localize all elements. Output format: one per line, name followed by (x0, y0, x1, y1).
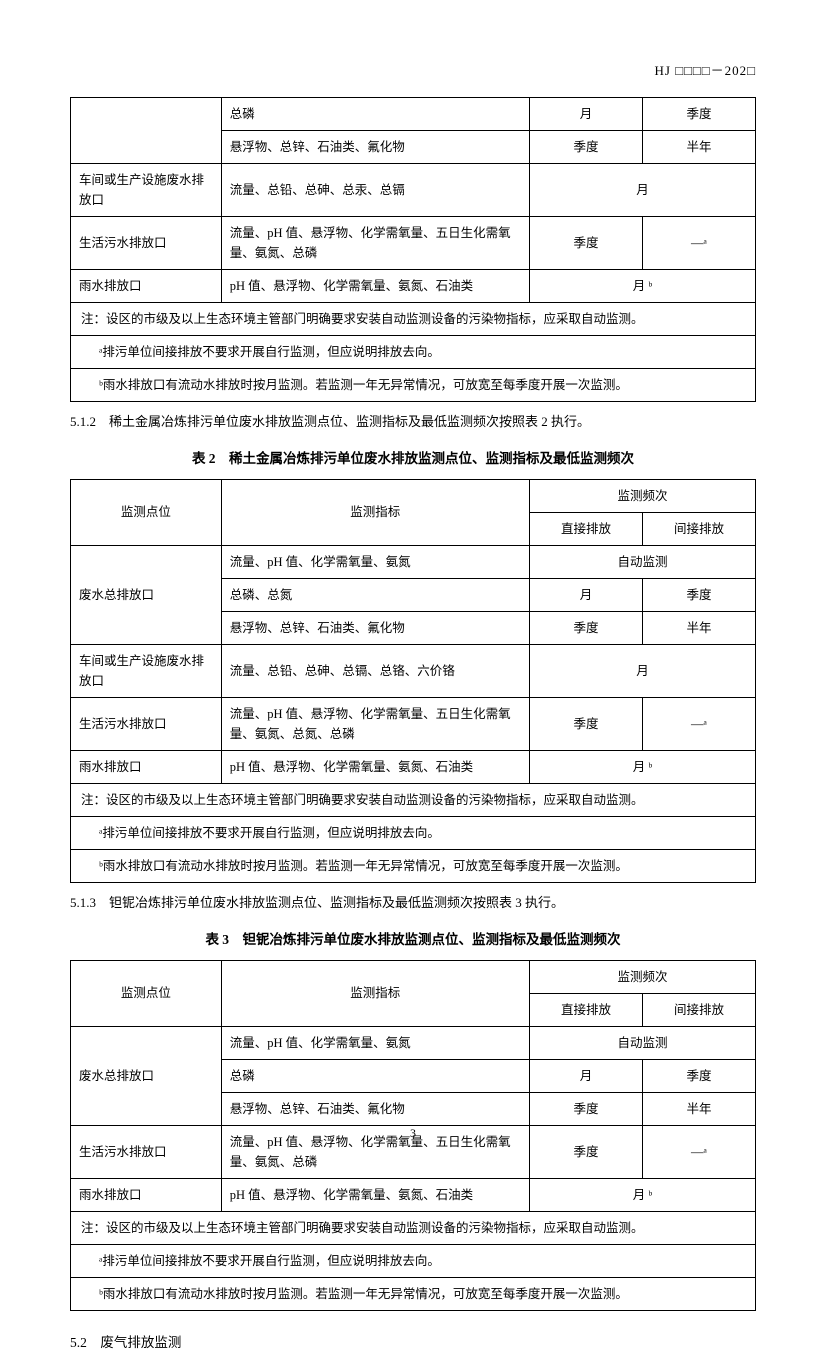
t2-workshop-freq: 月 (529, 644, 755, 697)
t2-h-indirect: 间接排放 (642, 512, 755, 545)
t2-main-r3-ind: 悬浮物、总锌、石油类、氟化物 (221, 611, 529, 644)
t1-note0: 注：设区的市级及以上生态环境主管部门明确要求安装自动监测设备的污染物指标，应采取… (71, 303, 756, 336)
t1-workshop-label: 车间或生产设施废水排放口 (71, 164, 222, 217)
table-2: 监测点位 监测指标 监测频次 直接排放 间接排放 废水总排放口 流量、pH 值、… (70, 479, 756, 883)
t3-rain-ind: pH 值、悬浮物、化学需氧量、氨氮、石油类 (221, 1178, 529, 1211)
t1-r1-i: 季度 (642, 98, 755, 131)
para-513: 5.1.3 钽铌冶炼排污单位废水排放监测点位、监测指标及最低监测频次按照表 3 … (70, 893, 756, 914)
t3-main-r2-ind: 总磷 (221, 1059, 529, 1092)
t1-r2-ind: 悬浮物、总锌、石油类、氟化物 (221, 131, 529, 164)
t2-domestic-i: —ᵃ (642, 697, 755, 750)
t3-main-r3-i: 半年 (642, 1092, 755, 1125)
t3-main-r1-ind: 流量、pH 值、化学需氧量、氨氮 (221, 1026, 529, 1059)
t3-note2: ᵇ雨水排放口有流动水排放时按月监测。若监测一年无异常情况，可放宽至每季度开展一次… (71, 1277, 756, 1310)
t2-h-direct: 直接排放 (529, 512, 642, 545)
t2-domestic-ind: 流量、pH 值、悬浮物、化学需氧量、五日生化需氧量、氨氮、总氮、总磷 (221, 697, 529, 750)
t2-h-point: 监测点位 (71, 479, 222, 545)
t1-domestic-ind: 流量、pH 值、悬浮物、化学需氧量、五日生化需氧量、氨氮、总磷 (221, 217, 529, 270)
t1-note1: ᵃ排污单位间接排放不要求开展自行监测，但应说明排放去向。 (71, 336, 756, 369)
t2-main-label: 废水总排放口 (71, 545, 222, 644)
t2-rain-ind: pH 值、悬浮物、化学需氧量、氨氮、石油类 (221, 750, 529, 783)
t2-main-r2-i: 季度 (642, 578, 755, 611)
t3-main-r1-freq: 自动监测 (529, 1026, 755, 1059)
t3-main-r2-i: 季度 (642, 1059, 755, 1092)
t2-main-r3-d: 季度 (529, 611, 642, 644)
header-code: HJ □□□□－202□ (70, 60, 756, 79)
table-3-title: 表 3 钽铌冶炼排污单位废水排放监测点位、监测指标及最低监测频次 (70, 928, 756, 948)
t2-workshop-label: 车间或生产设施废水排放口 (71, 644, 222, 697)
t1-domestic-d: 季度 (529, 217, 642, 270)
t1-note2: ᵇ雨水排放口有流动水排放时按月监测。若监测一年无异常情况，可放宽至每季度开展一次… (71, 369, 756, 402)
t2-main-r1-ind: 流量、pH 值、化学需氧量、氨氮 (221, 545, 529, 578)
t2-main-r2-ind: 总磷、总氮 (221, 578, 529, 611)
t3-note0: 注：设区的市级及以上生态环境主管部门明确要求安装自动监测设备的污染物指标，应采取… (71, 1211, 756, 1244)
t2-domestic-label: 生活污水排放口 (71, 697, 222, 750)
t3-rain-label: 雨水排放口 (71, 1178, 222, 1211)
t3-h-direct: 直接排放 (529, 993, 642, 1026)
t2-main-r3-i: 半年 (642, 611, 755, 644)
t1-r1-d: 月 (529, 98, 642, 131)
t2-workshop-ind: 流量、总铅、总砷、总镉、总铬、六价铬 (221, 644, 529, 697)
page-number: 3 (0, 1126, 826, 1141)
t1-rain-freq: 月 ᵇ (529, 270, 755, 303)
t2-rain-label: 雨水排放口 (71, 750, 222, 783)
t3-note1: ᵃ排污单位间接排放不要求开展自行监测，但应说明排放去向。 (71, 1244, 756, 1277)
t1-domestic-i: —ᵃ (642, 217, 755, 270)
table-2-title: 表 2 稀土金属冶炼排污单位废水排放监测点位、监测指标及最低监测频次 (70, 447, 756, 467)
t2-domestic-d: 季度 (529, 697, 642, 750)
t3-main-r3-d: 季度 (529, 1092, 642, 1125)
t1-r1-ind: 总磷 (221, 98, 529, 131)
t1-r2-i: 半年 (642, 131, 755, 164)
t1-rain-ind: pH 值、悬浮物、化学需氧量、氨氮、石油类 (221, 270, 529, 303)
t1-rain-label: 雨水排放口 (71, 270, 222, 303)
table-1-continuation: 总磷 月 季度 悬浮物、总锌、石油类、氟化物 季度 半年 车间或生产设施废水排放… (70, 97, 756, 402)
t1-r2-d: 季度 (529, 131, 642, 164)
t2-note2: ᵇ雨水排放口有流动水排放时按月监测。若监测一年无异常情况，可放宽至每季度开展一次… (71, 849, 756, 882)
t2-h-freq: 监测频次 (529, 479, 755, 512)
t2-rain-freq: 月 ᵇ (529, 750, 755, 783)
t2-h-ind: 监测指标 (221, 479, 529, 545)
t2-note0: 注：设区的市级及以上生态环境主管部门明确要求安装自动监测设备的污染物指标，应采取… (71, 783, 756, 816)
t1-domestic-label: 生活污水排放口 (71, 217, 222, 270)
t3-rain-freq: 月 ᵇ (529, 1178, 755, 1211)
t3-h-ind: 监测指标 (221, 960, 529, 1026)
t1-workshop-ind: 流量、总铅、总砷、总汞、总镉 (221, 164, 529, 217)
para-512: 5.1.2 稀土金属冶炼排污单位废水排放监测点位、监测指标及最低监测频次按照表 … (70, 412, 756, 433)
t2-main-r2-d: 月 (529, 578, 642, 611)
section-52-heading: 5.2 废气排放监测 (70, 1331, 756, 1351)
t3-h-indirect: 间接排放 (642, 993, 755, 1026)
t3-main-label: 废水总排放口 (71, 1026, 222, 1125)
t2-note1: ᵃ排污单位间接排放不要求开展自行监测，但应说明排放去向。 (71, 816, 756, 849)
t3-h-freq: 监测频次 (529, 960, 755, 993)
t3-main-r2-d: 月 (529, 1059, 642, 1092)
t3-main-r3-ind: 悬浮物、总锌、石油类、氟化物 (221, 1092, 529, 1125)
t1-workshop-freq: 月 (529, 164, 755, 217)
t2-main-r1-freq: 自动监测 (529, 545, 755, 578)
t3-h-point: 监测点位 (71, 960, 222, 1026)
